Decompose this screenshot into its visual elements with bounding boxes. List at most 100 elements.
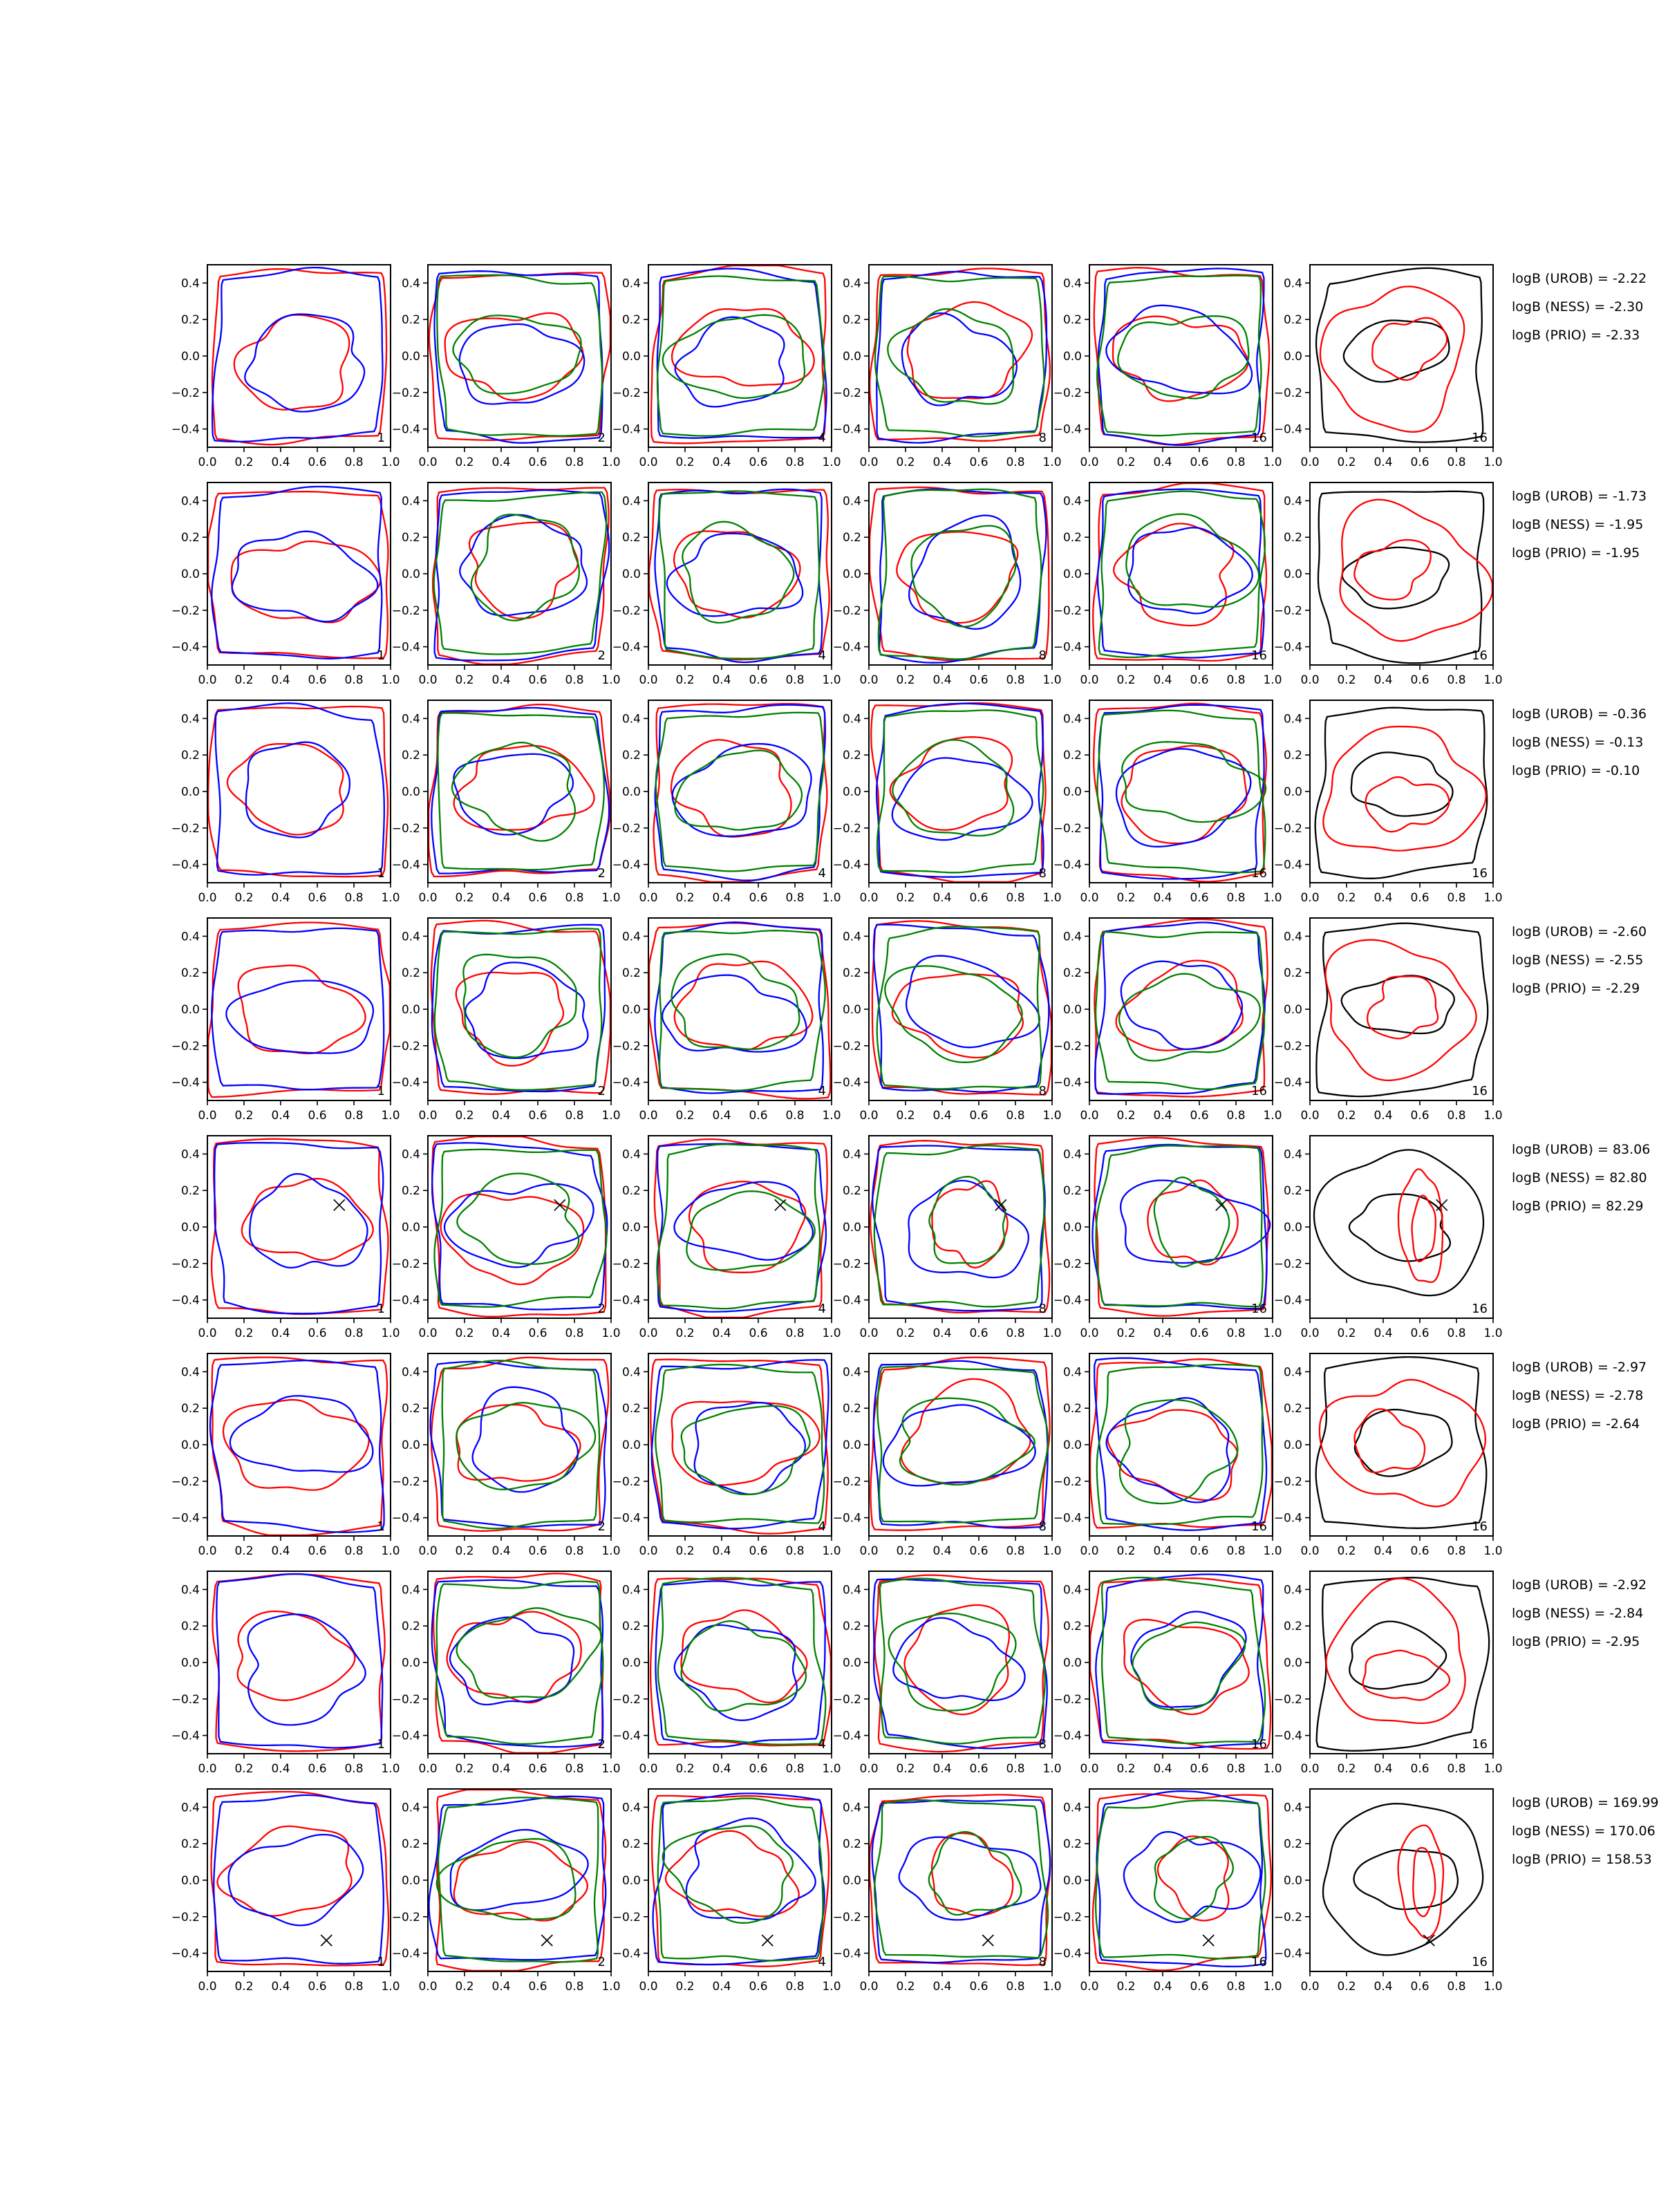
y-tick-label: −0.2 [612, 1911, 641, 1924]
contour-blue-level2 [245, 741, 351, 838]
contour-panel-r2c2: 0.0 0.2 0.4 0.6 0.8 1.0 0.4 0.2 0.0 −0.2 −0.4 2 [392, 482, 621, 687]
contour-blue-level2 [892, 1617, 1026, 1701]
y-tick-label: 0.0 [181, 568, 200, 581]
y-tick-label: 0.4 [1284, 1365, 1302, 1379]
contour-green-level2 [899, 1397, 1035, 1486]
x-tick-label: 0.0 [1080, 1327, 1098, 1340]
x-tick-label: 0.2 [1337, 1109, 1356, 1123]
x-tick-label: 0.0 [418, 891, 437, 905]
contour-green-level2 [680, 1405, 811, 1496]
axes-frame [1309, 700, 1494, 883]
contour-red-level1 [210, 1138, 389, 1315]
x-tick-label: 0.2 [234, 1109, 253, 1123]
contour-red-level1 [211, 1356, 388, 1536]
logb-annotation-row-6: logB (UROB) = -2.97 logB (NESS) = -2.78 … [1512, 1359, 1659, 1444]
contour-red-level1 [212, 1573, 386, 1752]
contour-red-level1 [1089, 1358, 1273, 1529]
panel-corner-label: 1 [377, 431, 385, 445]
x-tick-label: 1.0 [822, 1980, 841, 1994]
contour-blue-level2 [1123, 1830, 1262, 1923]
contour-green-level1 [655, 711, 825, 872]
contour-red-level2 [906, 301, 1033, 400]
axes-frame [648, 700, 832, 883]
x-tick-label: 0.4 [712, 891, 731, 905]
x-tick-label: 0.2 [675, 1109, 694, 1123]
x-tick-label: 0.2 [234, 1762, 253, 1776]
y-tick-label: −0.4 [833, 1294, 861, 1308]
x-tick-label: 1.0 [822, 1762, 841, 1776]
x-tick-label: 0.4 [712, 673, 731, 687]
y-tick-label: 0.4 [622, 276, 641, 290]
axes-frame [1089, 482, 1273, 666]
contour-blue-level2 [891, 757, 1033, 841]
y-tick-label: 0.4 [402, 712, 420, 726]
y-tick-label: −0.4 [833, 1730, 861, 1743]
x-tick-label: 0.0 [859, 1109, 878, 1123]
panel-corner-label: 8 [1039, 648, 1047, 663]
contour-panel-r8c2: 0.0 0.2 0.4 0.6 0.8 1.0 0.4 0.2 0.0 −0.2 −0.4 2 [392, 1788, 621, 1994]
x-marker [761, 1934, 774, 1947]
y-tick-label: 0.0 [1063, 350, 1082, 364]
y-tick-label: 0.2 [1063, 531, 1082, 545]
logb-ness-label: logB (NESS) = -2.78 [1512, 1388, 1644, 1403]
y-tick-label: −0.4 [171, 641, 200, 655]
y-tick-label: −0.4 [171, 1947, 200, 1961]
logb-urob-label: logB (UROB) = -2.97 [1512, 1360, 1647, 1375]
contour-panel-r4c2: 0.0 0.2 0.4 0.6 0.8 1.0 0.4 0.2 0.0 −0.2 −0.4 2 [392, 917, 621, 1123]
y-tick-label: 0.4 [622, 1583, 641, 1597]
contour-green-level2 [888, 1612, 1017, 1712]
y-tick-label: 0.2 [1284, 1620, 1302, 1633]
x-tick-label: 0.4 [1153, 1762, 1172, 1776]
y-tick-label: −0.4 [392, 1947, 420, 1961]
x-tick-label: 0.8 [785, 456, 804, 469]
contour-panel-r4c1: 0.0 0.2 0.4 0.6 0.8 1.0 0.4 0.2 0.0 −0.2 −0.4 1 [171, 917, 400, 1123]
contour-blue-level2 [229, 1395, 374, 1473]
y-tick-label: 0.2 [843, 1184, 861, 1198]
x-tick-label: 0.2 [675, 456, 694, 469]
y-tick-label: −0.2 [833, 604, 861, 618]
x-tick-label: 0.6 [1190, 1544, 1208, 1558]
contour-panel-r1c2: 0.0 0.2 0.4 0.6 0.8 1.0 0.4 0.2 0.0 −0.2 −0.4 2 [392, 264, 621, 469]
y-tick-label: 0.2 [1284, 1184, 1302, 1198]
x-tick-label: 0.0 [639, 1762, 657, 1776]
x-tick-label: 0.0 [418, 1762, 437, 1776]
x-tick-label: 0.8 [1226, 1980, 1245, 1994]
contour-blue-level1 [652, 1792, 825, 1966]
contour-red-level2 [1113, 523, 1235, 627]
contour-blue-level1 [1094, 921, 1266, 1095]
x-tick-label: 0.8 [785, 1544, 804, 1558]
contour-black-level1 [1322, 1803, 1484, 1956]
x-tick-label: 0.0 [1300, 1544, 1319, 1558]
panel-corner-label: 4 [818, 431, 826, 445]
axes-frame [427, 1788, 612, 1972]
contour-red-level1 [1322, 725, 1487, 852]
x-tick-label: 0.6 [1190, 891, 1208, 905]
axes-frame [427, 482, 612, 666]
y-tick-label: 0.4 [843, 276, 861, 290]
y-tick-label: −0.4 [1053, 1076, 1082, 1090]
panel-corner-label: 1 [377, 648, 385, 663]
contour-black-level1 [1317, 490, 1485, 664]
contour-red-level2 [453, 744, 595, 831]
panel-corner-label: 8 [1039, 1519, 1047, 1534]
contour-green-level2 [1118, 1399, 1239, 1505]
panel-corner-label: 8 [1039, 1084, 1047, 1098]
contour-red-level1 [431, 487, 610, 665]
contour-red-level1 [869, 268, 1051, 442]
x-tick-label: 0.2 [1337, 1544, 1356, 1558]
x-tick-label: 0.4 [1374, 1109, 1392, 1123]
y-tick-label: −0.4 [833, 641, 861, 655]
x-marker [320, 1934, 332, 1947]
y-tick-label: −0.2 [1274, 1040, 1302, 1053]
contour-panel-r5c1: 0.0 0.2 0.4 0.6 0.8 1.0 0.4 0.2 0.0 −0.2 −0.4 1 [171, 1135, 400, 1340]
x-tick-label: 0.2 [1116, 1327, 1135, 1340]
x-tick-label: 1.0 [822, 1327, 841, 1340]
contour-red-level2 [1362, 1649, 1451, 1701]
y-tick-label: 0.2 [1063, 1620, 1082, 1633]
y-tick-label: 0.0 [181, 1656, 200, 1670]
x-tick-label: 0.4 [271, 456, 290, 469]
x-tick-label: 1.0 [822, 1544, 841, 1558]
y-tick-label: −0.2 [392, 604, 420, 618]
y-tick-label: −0.4 [392, 1730, 420, 1743]
panel-corner-label: 1 [377, 1737, 385, 1752]
